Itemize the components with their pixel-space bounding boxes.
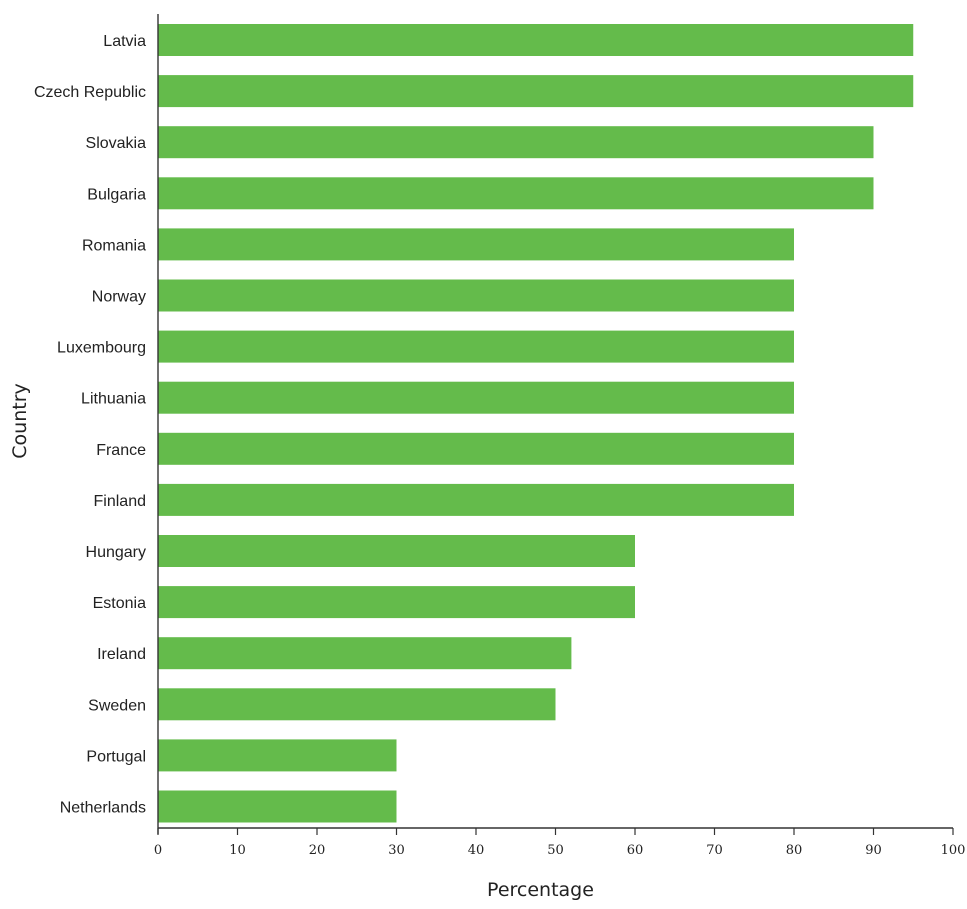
x-axis-ticks: 0 10 20 30 40 50 60 70 80 90 100 (154, 828, 966, 858)
category-label: Latvia (103, 33, 146, 50)
category-label: Czech Republic (34, 84, 146, 101)
bar-portugal (158, 739, 397, 772)
x-tick-label: 20 (309, 843, 326, 858)
x-tick-label: 80 (786, 843, 803, 858)
category-label: Romania (82, 237, 146, 254)
category-label: Luxembourg (57, 340, 146, 357)
bar-norway (158, 279, 794, 312)
bar-luxembourg (158, 330, 794, 363)
x-tick-label: 30 (388, 843, 405, 858)
bar-hungary (158, 535, 635, 567)
x-tick-label: 0 (154, 843, 162, 858)
x-tick-label: 10 (229, 843, 246, 858)
bar-slovakia (158, 126, 874, 159)
category-label: Hungary (86, 544, 146, 561)
bar-bulgaria (158, 177, 874, 210)
x-tick-label: 100 (941, 843, 966, 858)
x-tick-label: 50 (547, 843, 564, 858)
bar-lithuania (158, 381, 794, 414)
x-tick-label: 60 (627, 843, 644, 858)
category-label: Sweden (88, 697, 146, 714)
x-axis-title: Percentage (487, 879, 594, 901)
category-label: France (96, 442, 146, 459)
y-axis-title: Country (9, 383, 31, 458)
category-label: Portugal (86, 748, 146, 765)
bar-romania (158, 228, 794, 261)
x-tick-label: 40 (468, 843, 485, 858)
category-label: Norway (92, 289, 146, 306)
category-label: Slovakia (86, 135, 147, 152)
category-label: Lithuania (81, 391, 146, 408)
category-label: Bulgaria (87, 186, 146, 203)
bar-france (158, 432, 794, 465)
bar-czech-republic (158, 75, 914, 108)
category-label: Estonia (93, 595, 146, 612)
x-tick-label: 90 (865, 843, 882, 858)
bar-sweden (158, 688, 556, 721)
bar-latvia (158, 24, 914, 56)
bar-estonia (158, 586, 635, 619)
category-label: Finland (94, 493, 146, 510)
bar-ireland (158, 637, 572, 670)
category-label: Ireland (97, 646, 146, 663)
category-labels: Latvia Czech Republic Slovakia Bulgaria Roma… (34, 33, 146, 817)
bar-netherlands (158, 790, 397, 823)
category-label: Netherlands (60, 800, 146, 817)
bars-group (158, 24, 914, 823)
x-tick-label: 70 (706, 843, 723, 858)
bar-finland (158, 483, 794, 516)
